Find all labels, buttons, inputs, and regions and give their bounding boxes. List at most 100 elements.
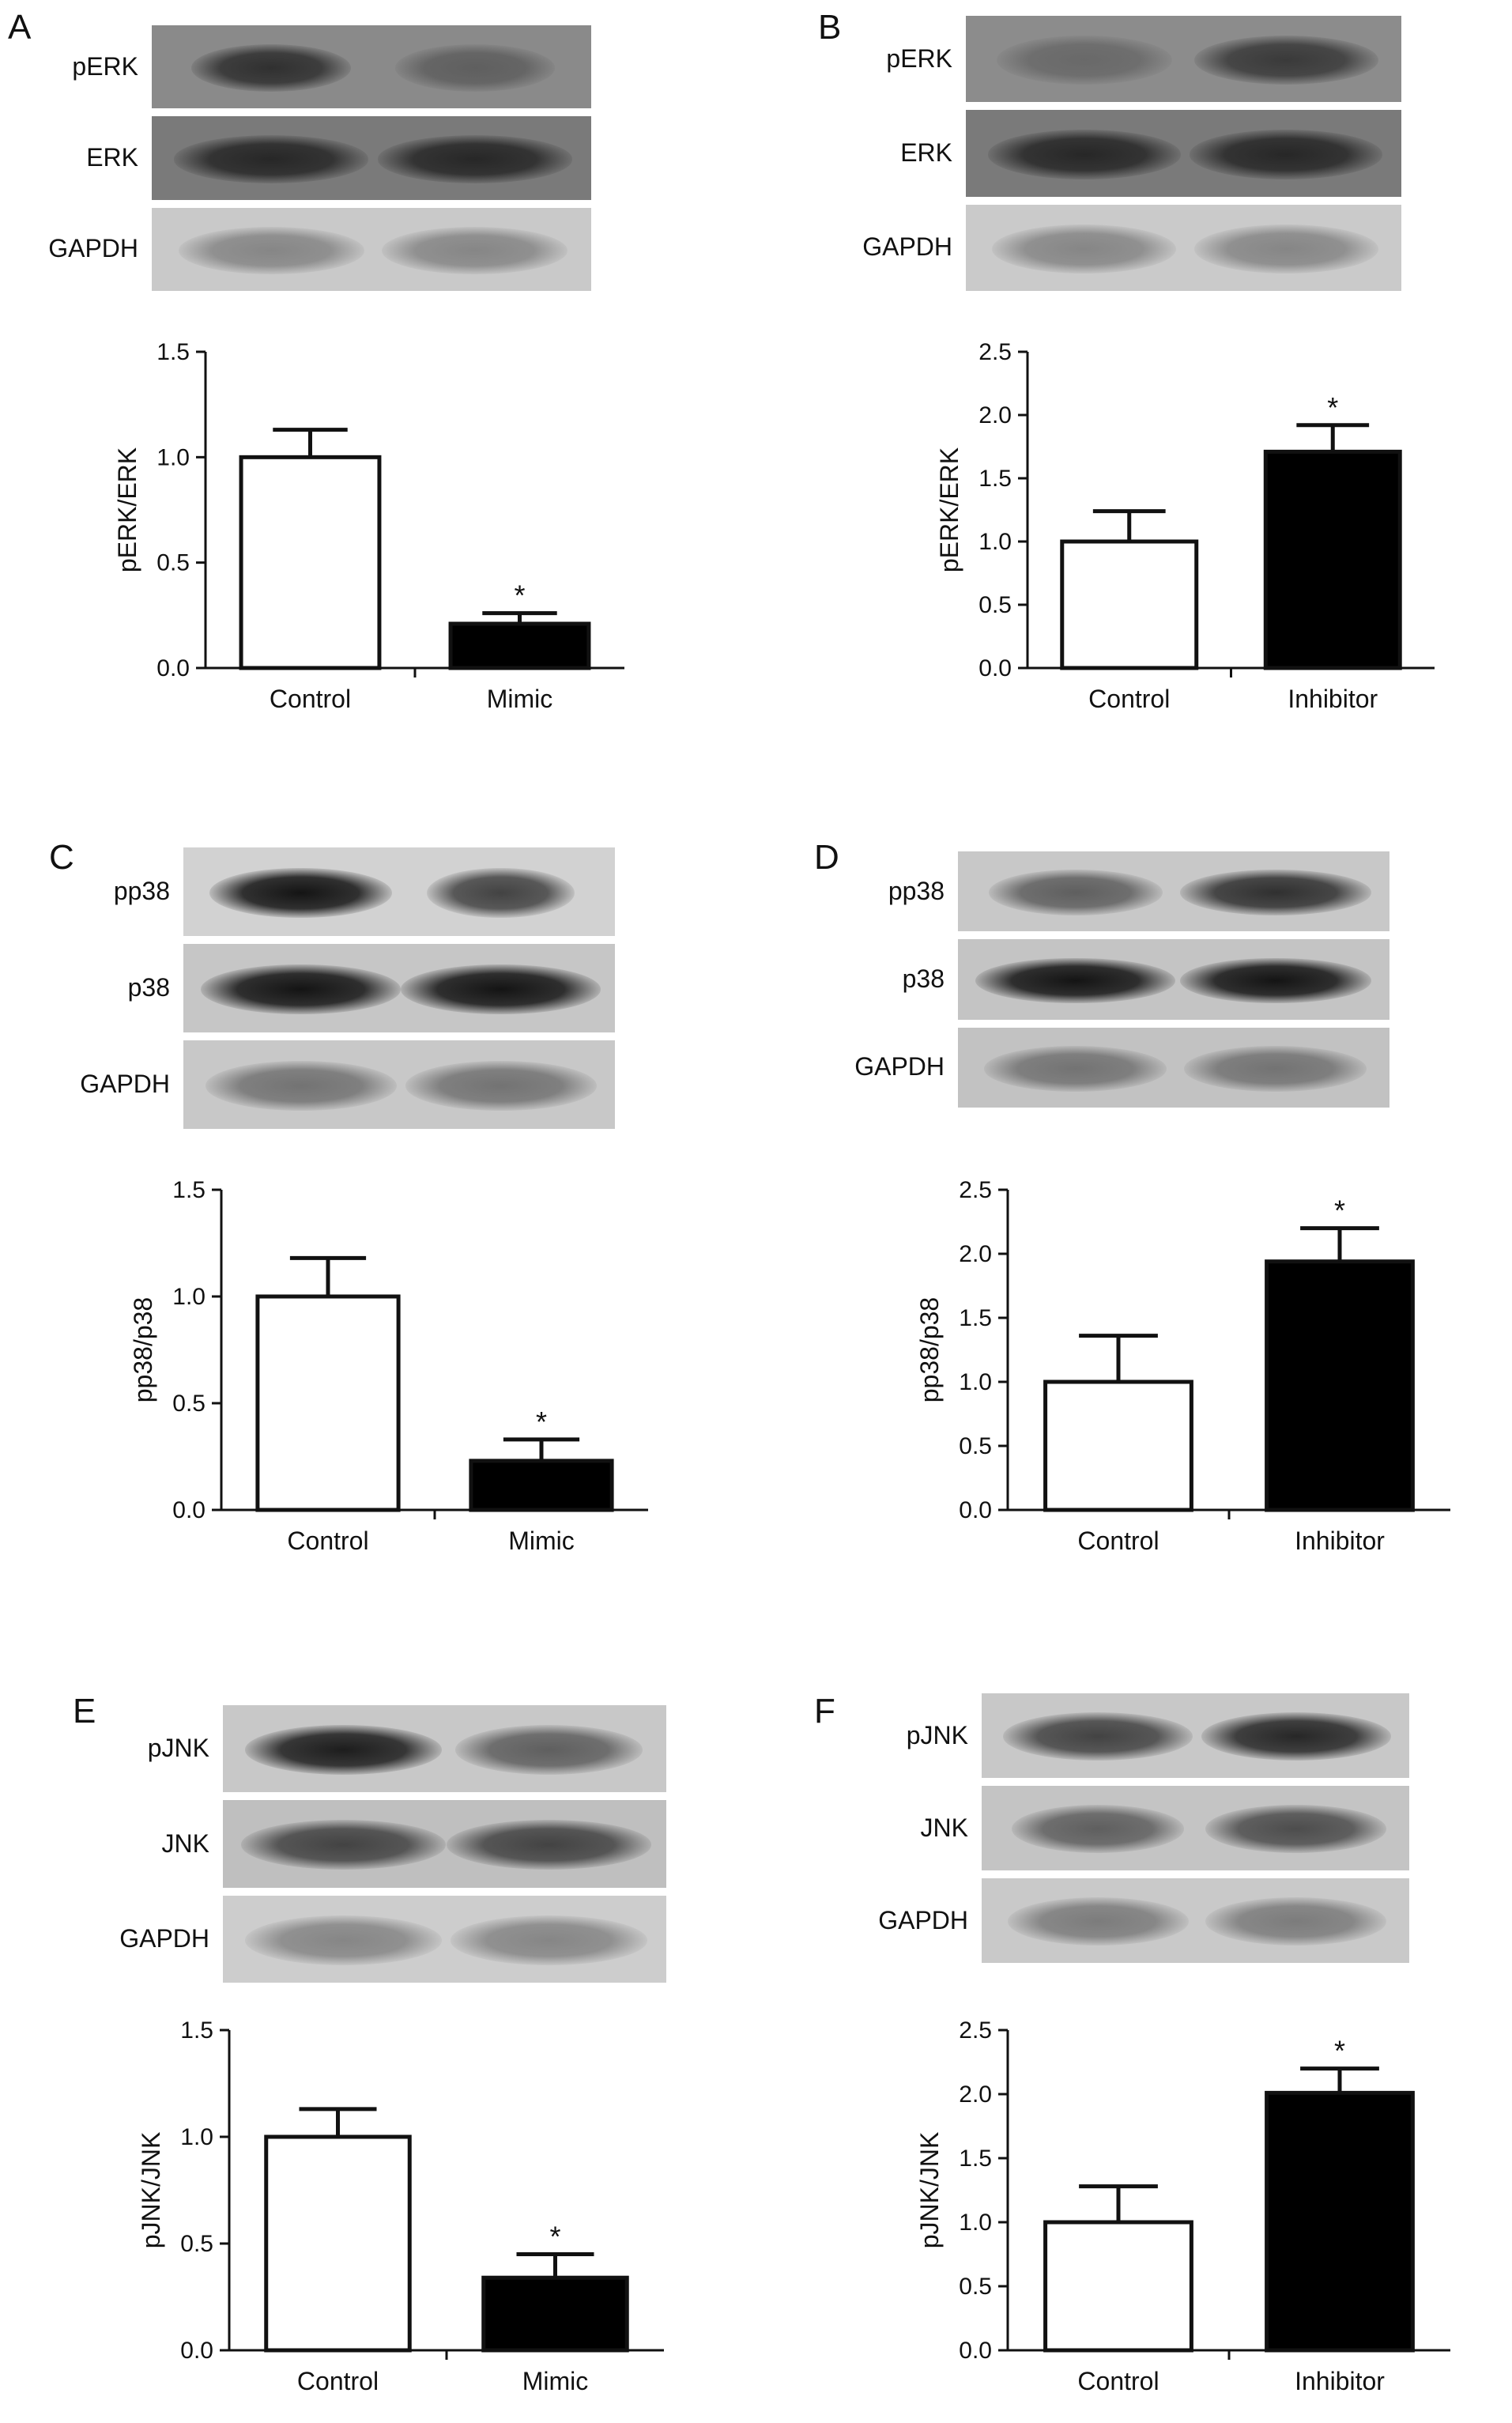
y-tick-label: 1.0	[959, 1369, 992, 1395]
bar-control	[1043, 2220, 1193, 2353]
blot-band-lane-1	[1012, 1805, 1185, 1854]
blot-band-lane-2	[1201, 1712, 1391, 1761]
y-tick-label: 1.0	[959, 2210, 992, 2236]
significance-marker: *	[1327, 391, 1338, 424]
x-category-label: Control	[1077, 1527, 1159, 1555]
blot-strip-c-gapdh	[182, 1039, 616, 1130]
x-category-label: Inhibitor	[1295, 2367, 1385, 2395]
y-tick-label: 2.0	[978, 402, 1012, 428]
blot-band-lane-1	[174, 135, 369, 183]
y-tick-label: 1.0	[180, 2124, 213, 2150]
blot-band-lane-1	[178, 226, 364, 274]
y-tick-label: 1.5	[156, 339, 190, 365]
bar-mimic	[481, 2275, 629, 2353]
blot-label-d-pp38: pp38	[888, 876, 945, 905]
blot-band-lane-1	[984, 1045, 1167, 1092]
blot-band-lane-2	[1179, 957, 1371, 1004]
y-tick-label: 1.5	[180, 2017, 213, 2044]
y-tick-label: 0.0	[180, 2338, 213, 2364]
bar-mimic	[469, 1459, 614, 1512]
blot-strip-f-pjnk	[980, 1692, 1411, 1780]
blot-band-lane-2	[1184, 1045, 1367, 1092]
blot-band-lane-1	[205, 1060, 397, 1111]
blot-strip-a-gapdh	[150, 206, 593, 292]
blot-band-lane-1	[1007, 1897, 1189, 1946]
y-tick-label: 0.0	[172, 1497, 205, 1523]
blot-label-c-p38: p38	[127, 973, 170, 1002]
x-category-label: Control	[1088, 685, 1170, 713]
significance-marker: *	[549, 2221, 560, 2253]
significance-marker: *	[1334, 2035, 1345, 2067]
blot-strip-b-erk	[964, 108, 1403, 198]
x-category-label: Mimic	[508, 1527, 575, 1555]
blot-band-lane-1	[201, 964, 401, 1015]
blot-band-lane-2	[395, 44, 555, 92]
bar-inhibitor	[1265, 2090, 1415, 2353]
y-axis-label: pp38/p38	[129, 1297, 157, 1402]
blot-band-lane-1	[975, 957, 1175, 1004]
bar-mimic	[448, 621, 591, 670]
y-tick-label: 0.5	[172, 1391, 205, 1417]
blot-strip-c-pp38	[182, 846, 616, 938]
blot-label-c-gapdh: GAPDH	[80, 1070, 170, 1098]
blot-band-lane-1	[1003, 1712, 1193, 1761]
blot-band-lane-2	[401, 964, 601, 1015]
blot-band-lane-2	[454, 1725, 643, 1776]
blot-band-lane-1	[996, 35, 1172, 85]
blot-band-lane-2	[1193, 35, 1378, 85]
blot-band-lane-2	[405, 1060, 597, 1111]
x-category-label: Control	[270, 685, 351, 713]
panel-letter-f: F	[814, 1692, 835, 1730]
x-category-label: Mimic	[487, 685, 553, 713]
blot-strip-a-perk	[150, 24, 593, 111]
bar-chart-f: 0.0 0.5 1.0 1.5 2.0 2.5 Control * Inhibitor pJNK/…	[915, 2017, 1450, 2395]
y-tick-label: 0.5	[959, 2274, 992, 2300]
blot-band-lane-2	[451, 1915, 647, 1965]
blot-band-lane-1	[987, 130, 1181, 179]
blot-band-lane-1	[988, 870, 1163, 916]
blot-band-lane-1	[191, 44, 351, 92]
blot-label-f-pjnk: pJNK	[906, 1720, 968, 1749]
bar-chart-c: 0.0 0.5 1.0 1.5 Control * Mimic pp38/p38	[129, 1177, 648, 1555]
y-tick-label: 0.0	[978, 655, 1012, 681]
blot-label-a-perk: pERK	[72, 51, 138, 81]
y-tick-label: 0.0	[156, 655, 190, 681]
significance-marker: *	[514, 579, 525, 612]
y-tick-label: 1.5	[959, 2146, 992, 2172]
blot-strip-e-jnk	[221, 1798, 668, 1889]
blot-strip-b-perk	[964, 14, 1403, 104]
blot-label-a-erk: ERK	[86, 143, 138, 172]
blot-strip-d-pp38	[956, 850, 1391, 934]
blot-band-lane-2	[1179, 870, 1371, 916]
blot-label-e-pjnk: pJNK	[147, 1734, 209, 1763]
blot-label-d-gapdh: GAPDH	[854, 1052, 945, 1081]
blot-label-f-jnk: JNK	[920, 1813, 968, 1842]
x-category-label: Inhibitor	[1288, 685, 1378, 713]
blot-strip-d-gapdh	[956, 1025, 1391, 1109]
blot-label-a-gapdh: GAPDH	[48, 234, 138, 263]
blot-strip-f-gapdh	[980, 1877, 1411, 1964]
x-category-label: Inhibitor	[1295, 1527, 1385, 1555]
y-axis-label: pJNK/JNK	[915, 2132, 944, 2249]
y-tick-label: 2.0	[959, 1241, 992, 1267]
y-axis-label: pERK/ERK	[113, 447, 141, 572]
bar-chart-e: 0.0 0.5 1.0 1.5 Control * Mimic pJNK/JNK	[137, 2017, 664, 2395]
blot-strip-a-erk	[150, 115, 593, 202]
y-tick-label: 1.5	[959, 1305, 992, 1331]
blot-band-lane-2	[1205, 1805, 1387, 1854]
y-tick-label: 0.5	[180, 2231, 213, 2257]
blot-band-lane-2	[446, 1820, 652, 1870]
blot-band-lane-2	[1193, 224, 1378, 274]
blot-band-lane-1	[992, 224, 1177, 274]
y-tick-label: 1.5	[978, 466, 1012, 492]
blot-band-lane-1	[245, 1725, 442, 1776]
bar-control	[1060, 539, 1199, 670]
blot-label-f-gapdh: GAPDH	[878, 1905, 968, 1934]
blot-strip-e-pjnk	[221, 1704, 668, 1795]
y-tick-label: 0.5	[156, 550, 190, 576]
y-tick-label: 2.5	[959, 2017, 992, 2044]
y-tick-label: 2.5	[978, 339, 1012, 365]
y-tick-label: 1.0	[978, 529, 1012, 555]
blot-label-c-pp38: pp38	[113, 877, 170, 905]
bar-inhibitor	[1265, 1259, 1415, 1512]
